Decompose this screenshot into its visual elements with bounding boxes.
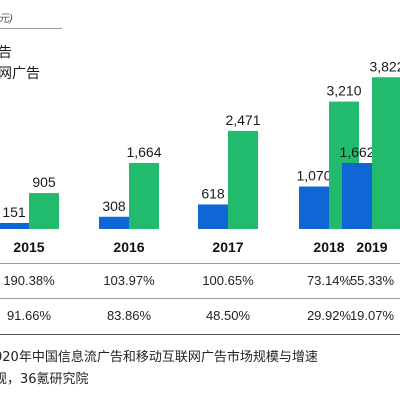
bar-chart: 151 905 2015 308 1,664 2016 618 2,471 2017 1,070 3… bbox=[0, 58, 400, 335]
bar-2015-series-1 bbox=[0, 223, 29, 229]
bar-2017-series-1 bbox=[198, 204, 228, 229]
top-rule bbox=[0, 28, 62, 29]
x-tick-2018: 2018 bbox=[313, 239, 344, 255]
bar-label-2019-series-2: 3,822 bbox=[369, 58, 400, 74]
growth-rate-row2-2015: 91.66% bbox=[7, 308, 52, 323]
growth-rate-row1-2016: 103.97% bbox=[103, 273, 155, 288]
legend-label-series-2: 网广告 bbox=[0, 66, 40, 82]
bar-2019-series-1 bbox=[342, 163, 372, 229]
bar-label-2018-series-2: 3,210 bbox=[326, 83, 361, 99]
chart-source: 规，36氪研究院 bbox=[0, 372, 89, 387]
growth-rate-row2-2019: 19.07% bbox=[350, 308, 395, 323]
growth-rate-row1-2019: 55.33% bbox=[350, 273, 395, 288]
bar-label-2018-series-1: 1,070 bbox=[296, 168, 331, 184]
x-tick-2015: 2015 bbox=[13, 239, 44, 255]
bar-2017-series-2 bbox=[228, 130, 258, 229]
chart-caption: 020年中国信息流广告和移动互联网广告市场规模与增速 bbox=[0, 350, 318, 365]
bar-2019-series-2 bbox=[372, 77, 400, 229]
x-tick-2017: 2017 bbox=[212, 239, 243, 255]
bar-2015-series-2 bbox=[29, 193, 59, 229]
growth-rate-row2-2017: 48.50% bbox=[206, 308, 251, 323]
bar-2016-series-2 bbox=[129, 162, 159, 229]
growth-rate-row1-2015: 190.38% bbox=[3, 273, 55, 288]
x-tick-2016: 2016 bbox=[113, 239, 144, 255]
x-tick-2019: 2019 bbox=[356, 239, 387, 255]
bar-label-2015-series-2: 905 bbox=[32, 174, 56, 190]
bar-label-2017-series-2: 2,471 bbox=[225, 112, 260, 128]
bar-label-2017-series-1: 618 bbox=[201, 185, 225, 201]
legend-label-series-1: 告 bbox=[0, 45, 12, 61]
growth-rate-row1-2017: 100.65% bbox=[202, 273, 254, 288]
growth-rate-row1-2018: 73.14% bbox=[307, 273, 352, 288]
bar-label-2019-series-1: 1,662 bbox=[339, 144, 374, 160]
bar-label-2015-series-1: 151 bbox=[2, 204, 26, 220]
growth-rate-row2-2016: 83.86% bbox=[107, 308, 152, 323]
bar-2018-series-1 bbox=[299, 186, 329, 229]
bar-label-2016-series-1: 308 bbox=[102, 198, 126, 214]
bar-label-2016-series-2: 1,664 bbox=[126, 144, 161, 160]
unit-label: 元) bbox=[0, 12, 14, 25]
bar-2016-series-1 bbox=[99, 216, 129, 229]
growth-rate-row2-2018: 29.92% bbox=[307, 308, 352, 323]
